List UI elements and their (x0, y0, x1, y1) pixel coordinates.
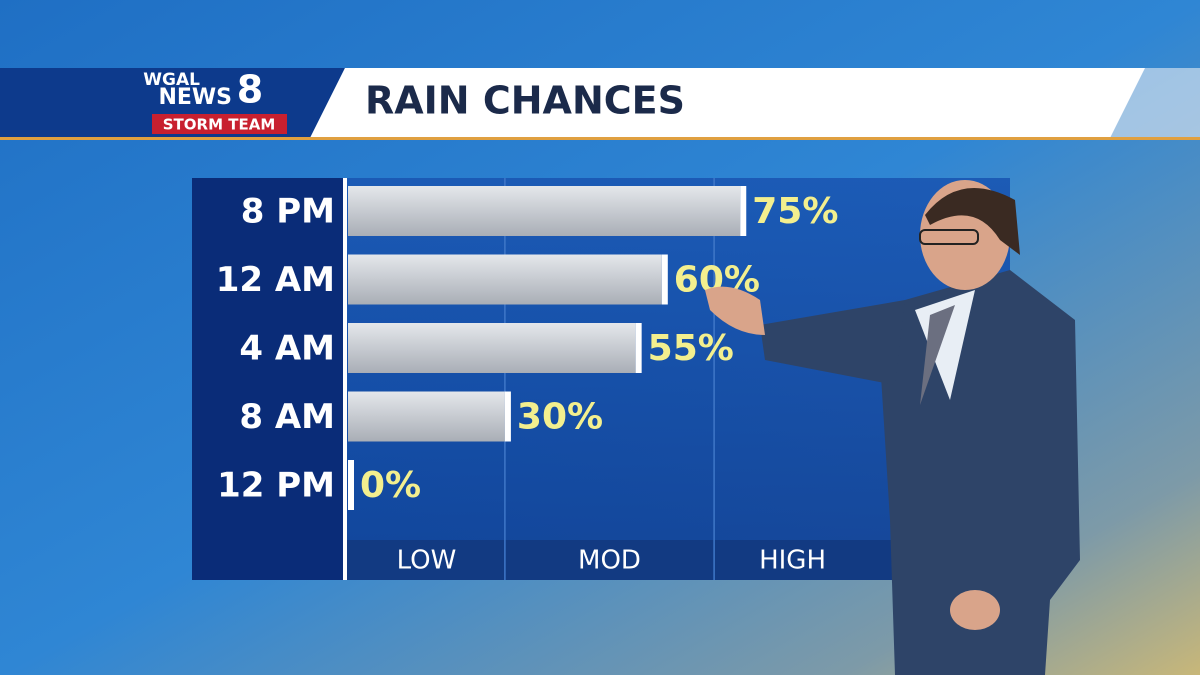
bar-cap (348, 460, 354, 510)
label-panel (192, 178, 345, 580)
chart-title: RAIN CHANCES (365, 79, 685, 123)
band-label: HIGH (759, 546, 826, 576)
presenter (705, 180, 1080, 675)
header-rule (0, 137, 1200, 140)
logo-text: WGAL (143, 70, 200, 90)
bar (348, 254, 662, 305)
band-label: MOD (578, 546, 641, 576)
bar-cap (635, 323, 642, 373)
axis-line (343, 178, 347, 580)
category-label: 12 PM (217, 466, 335, 506)
bar (348, 391, 505, 442)
bar (348, 323, 636, 373)
value-label: 75% (752, 191, 838, 232)
bar-cap (504, 391, 511, 442)
logo-number: 8 (237, 68, 263, 112)
title-panel (310, 68, 1145, 138)
bar (348, 186, 741, 236)
bar-cap (661, 254, 668, 305)
logo-badge (152, 114, 287, 134)
category-label: 12 AM (216, 260, 335, 300)
value-label: 0% (360, 465, 421, 506)
logo-text: STORM TEAM (163, 116, 276, 134)
value-label: 30% (517, 397, 603, 438)
category-label: 8 PM (241, 192, 335, 232)
logo-text: NEWS (158, 85, 232, 110)
band-label: LOW (397, 546, 457, 576)
bar-cap (740, 186, 747, 236)
value-label: 55% (648, 328, 734, 369)
category-label: 4 AM (239, 329, 335, 369)
category-label: 8 AM (239, 397, 335, 437)
